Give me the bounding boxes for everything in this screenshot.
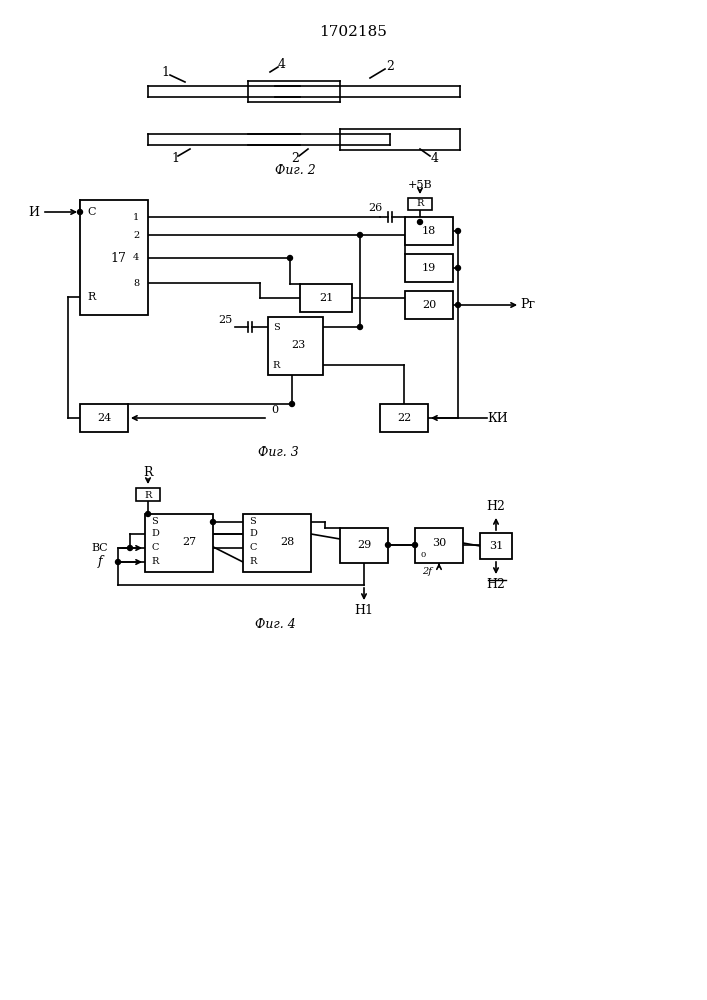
Circle shape [289,401,295,406]
Circle shape [455,229,460,233]
Circle shape [412,542,418,548]
Circle shape [358,232,363,237]
Text: 2f: 2f [422,566,432,576]
Text: 20: 20 [422,300,436,310]
Text: 21: 21 [319,293,333,303]
Text: Фиг. 4: Фиг. 4 [255,618,296,632]
Circle shape [115,560,120,564]
Bar [480,533,512,559]
Text: +5В: +5В [408,180,432,190]
Text: 4: 4 [431,151,439,164]
Text: 23: 23 [291,340,305,350]
Text: КИ: КИ [488,412,508,424]
Text: 8: 8 [133,278,139,288]
Bar [80,404,128,432]
Bar [268,317,323,375]
Circle shape [211,520,216,524]
Text: 4: 4 [278,58,286,72]
Text: D: D [151,530,159,538]
Text: 24: 24 [97,413,111,423]
Bar [405,291,453,319]
Text: И: И [28,206,40,219]
Text: R: R [151,558,158,566]
Text: S: S [250,518,257,526]
Text: 2: 2 [291,151,299,164]
Text: 2: 2 [133,231,139,239]
Text: R: R [250,558,257,566]
Bar [405,254,453,282]
Text: R: R [144,490,152,499]
Circle shape [358,324,363,330]
Text: С: С [88,207,96,217]
Text: 18: 18 [422,226,436,236]
Text: R: R [88,292,96,302]
Text: 26: 26 [368,203,382,213]
Text: 0: 0 [421,551,426,559]
Text: R: R [272,360,280,369]
Text: 25: 25 [218,315,232,325]
Text: Фиг. 2: Фиг. 2 [274,164,315,178]
Text: C: C [250,544,257,552]
Text: 4: 4 [133,253,139,262]
Text: 2: 2 [386,60,394,74]
Text: 1702185: 1702185 [319,25,387,39]
Circle shape [455,302,460,308]
Bar [145,514,213,572]
Text: 1: 1 [133,213,139,222]
Bar [243,514,311,572]
Text: D: D [249,530,257,538]
Text: Н2: Н2 [486,500,506,514]
Text: 30: 30 [432,538,446,548]
Bar [408,198,432,210]
Text: 1: 1 [161,66,169,80]
Bar [80,200,148,315]
Text: 29: 29 [357,540,371,550]
Circle shape [418,220,423,225]
Text: Рг: Рг [520,298,535,312]
Text: 28: 28 [280,537,294,547]
Text: 0: 0 [271,405,279,415]
Bar [405,217,453,245]
Text: ВС: ВС [92,543,108,553]
Text: R: R [416,200,423,209]
Text: 17: 17 [110,251,126,264]
Circle shape [78,210,83,215]
Text: 27: 27 [182,537,196,547]
Text: R: R [144,466,153,480]
Text: S: S [273,322,279,332]
Bar [415,528,463,563]
Circle shape [127,546,132,550]
Circle shape [385,542,390,548]
Text: S: S [151,518,158,526]
Text: 31: 31 [489,541,503,551]
Text: f: f [98,556,103,568]
Text: Фиг. 3: Фиг. 3 [257,446,298,458]
Bar [136,488,160,501]
Text: 1: 1 [171,151,179,164]
Circle shape [455,265,460,270]
Text: Н2: Н2 [486,578,506,591]
Circle shape [146,512,151,516]
Circle shape [288,255,293,260]
Bar [340,528,388,563]
Text: 22: 22 [397,413,411,423]
Bar [300,284,352,312]
Text: Н1: Н1 [354,604,373,617]
Bar [380,404,428,432]
Text: C: C [151,544,158,552]
Text: 19: 19 [422,263,436,273]
